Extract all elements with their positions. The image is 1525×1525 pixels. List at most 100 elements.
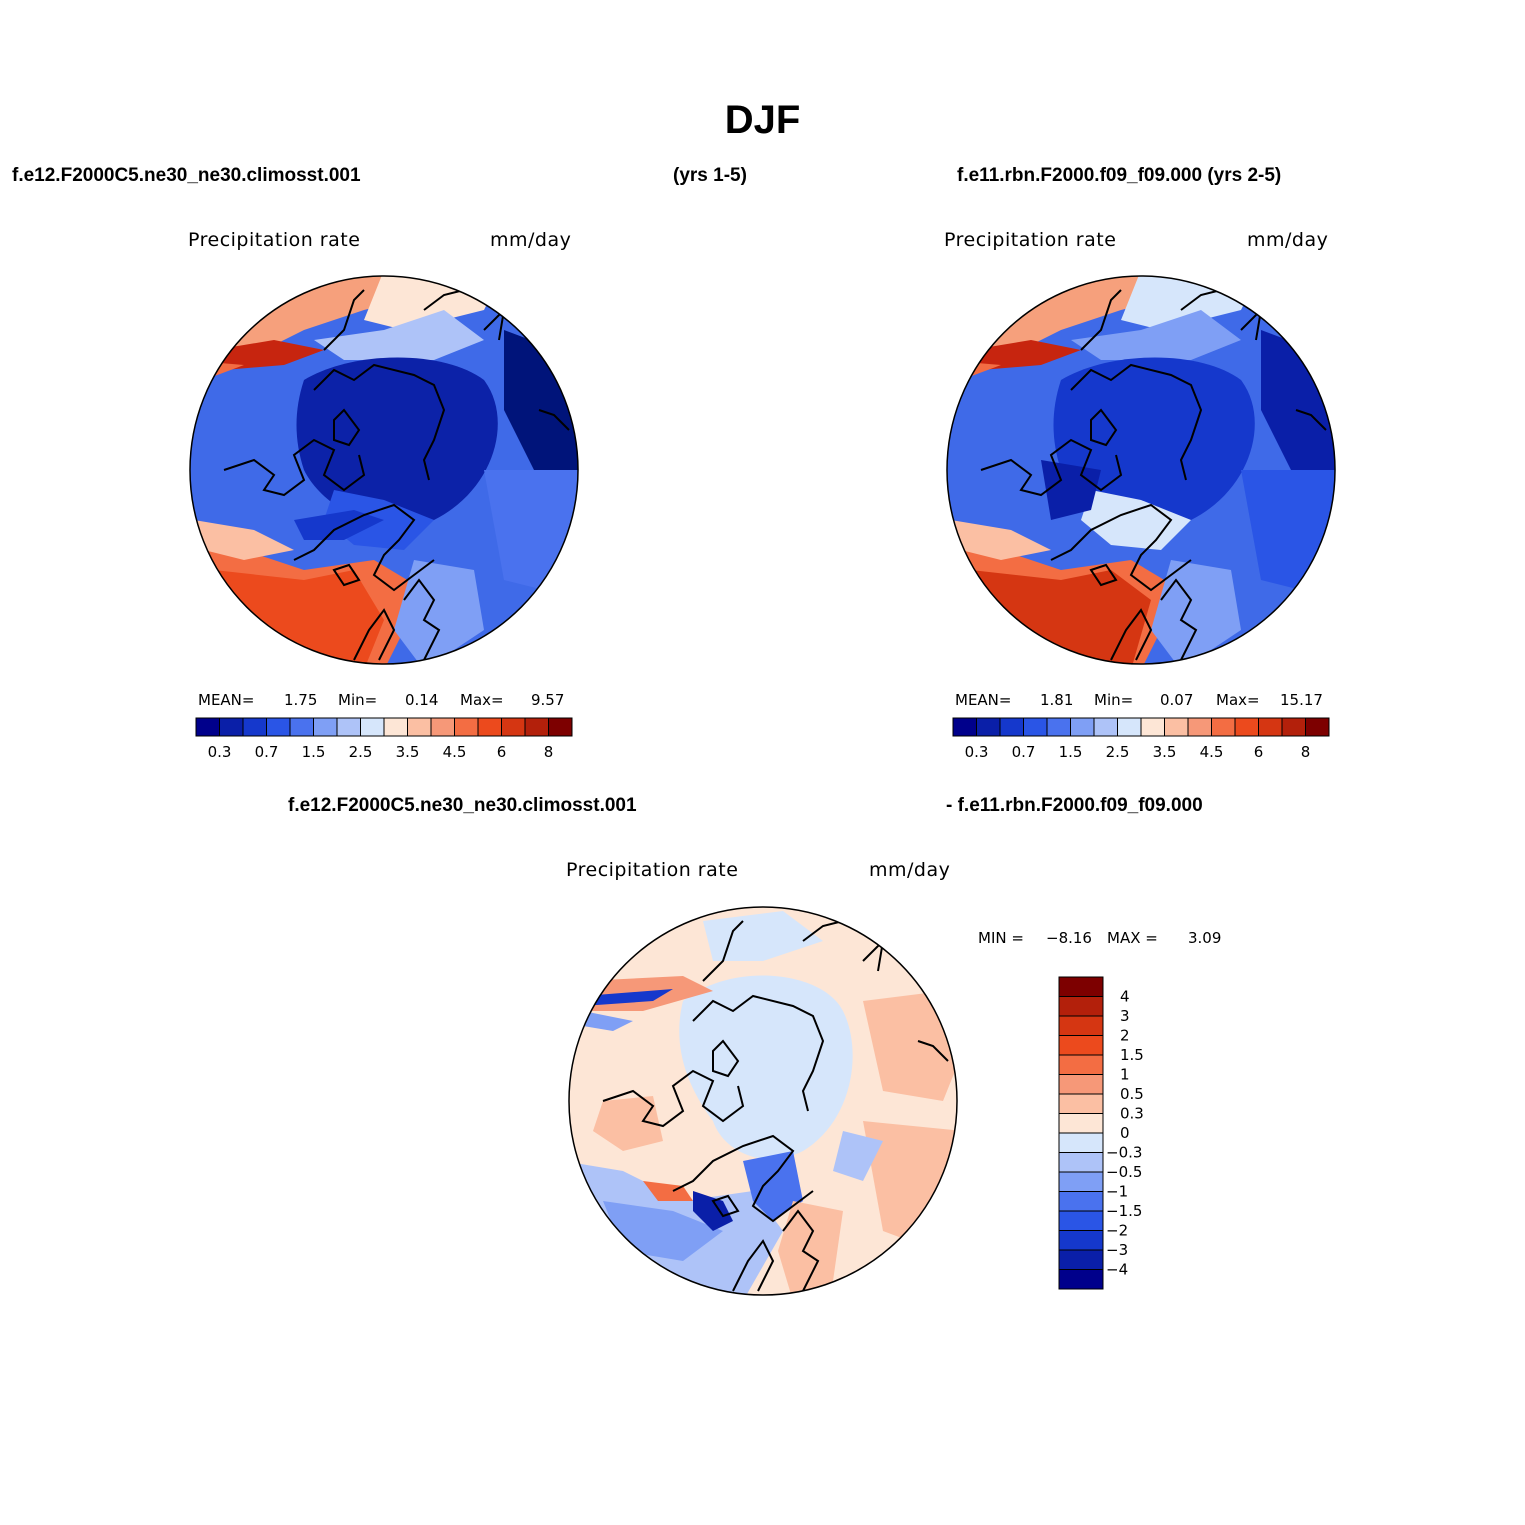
diff-colorbar-swatch: [1058, 1152, 1104, 1173]
diff-colorbar-swatch: [1058, 1191, 1104, 1212]
panel1-colorbar-swatch: [501, 717, 526, 737]
panel1-colorbar-tick-label: 0.3: [208, 743, 232, 761]
case2-label: f.e11.rbn.F2000.f09_f09.000 (yrs 2-5): [957, 165, 1282, 186]
panel2-colorbar-swatch: [1093, 717, 1118, 737]
diff-colorbar-tick-label: 0.5: [1120, 1085, 1144, 1103]
panel2-colorbar-tick-label: 6: [1254, 743, 1264, 761]
diff-colorbar-swatch: [1058, 1132, 1104, 1153]
diff-colorbar-tick-label: 2: [1120, 1027, 1130, 1045]
panel1-colorbar-swatch: [219, 717, 244, 737]
panel2-colorbar-swatch: [1046, 717, 1071, 737]
panel1-colorbar-swatch: [336, 717, 361, 737]
diff-polar-map: [568, 906, 958, 1296]
diff-max-label: MAX =: [1107, 929, 1158, 947]
panel2-max-label: Max=: [1216, 691, 1260, 709]
panel1-colorbar-tick-label: 3.5: [396, 743, 420, 761]
diff-colorbar-tick-label: −1: [1106, 1183, 1128, 1201]
panel1-colorbar-swatch: [430, 717, 455, 737]
panel2-colorbar-swatch: [1023, 717, 1048, 737]
panel2-colorbar-tick-label: 0.3: [965, 743, 989, 761]
panel1-colorbar-swatch: [313, 717, 338, 737]
diff-colorbar-swatch: [1058, 1015, 1104, 1036]
panel1-colorbar-swatch: [524, 717, 549, 737]
panel2-polar-map: [946, 275, 1336, 665]
panel1-colorbar-swatch: [548, 717, 573, 737]
panel1-min-label: Min=: [338, 691, 378, 709]
panel2-colorbar-swatch: [1258, 717, 1283, 737]
case1-label: f.e12.F2000C5.ne30_ne30.climosst.001: [12, 165, 361, 186]
panel1-colorbar-swatch: [289, 717, 314, 737]
panel2-colorbar-tick-label: 0.7: [1012, 743, 1036, 761]
diff-colorbar-tick-label: −1.5: [1106, 1202, 1142, 1220]
panel1-mean-label: MEAN=: [198, 691, 255, 709]
panel1-units: mm/day: [490, 229, 572, 251]
panel1-colorbar-swatch: [195, 717, 220, 737]
panel2-colorbar-swatch: [1070, 717, 1095, 737]
panel1-colorbar-tick-label: 4.5: [443, 743, 467, 761]
diff-colorbar-swatch: [1058, 1113, 1104, 1134]
diff-colorbar-tick-label: −0.5: [1106, 1163, 1142, 1181]
panel2-min-label: Min=: [1094, 691, 1134, 709]
diff-colorbar-swatch: [1058, 1249, 1104, 1270]
panel2-colorbar-swatch: [1117, 717, 1142, 737]
panel2-colorbar-swatch: [999, 717, 1024, 737]
panel2-colorbar-swatch: [1281, 717, 1306, 737]
diff-colorbar-swatch: [1058, 1093, 1104, 1114]
panel1-colorbar-tick-label: 6: [497, 743, 507, 761]
panel2-colorbar-swatch: [1164, 717, 1189, 737]
diff-colorbar-tick-label: 0: [1120, 1124, 1130, 1142]
panel1-colorbar-tick-label: 8: [544, 743, 554, 761]
diff-colorbar-swatch: [1058, 1230, 1104, 1251]
panel1-min: 0.14: [405, 691, 439, 709]
diff-colorbar-swatch: [1058, 976, 1104, 997]
diff-variable: Precipitation rate: [566, 859, 739, 881]
panel2-colorbar-tick-label: 2.5: [1106, 743, 1130, 761]
diff-colorbar-tick-label: −2: [1106, 1222, 1128, 1240]
diff-colorbar: 43 21.5 10.5 0.30 −0.3−0.5 −1−1.5 −2−3 −4: [1058, 976, 1144, 1290]
panel2-mean: 1.81: [1040, 691, 1074, 709]
panel1-colorbar-swatch: [266, 717, 291, 737]
panel2-units: mm/day: [1247, 229, 1329, 251]
panel1-mean: 1.75: [284, 691, 318, 709]
panel2-colorbar-swatch: [1140, 717, 1165, 737]
panel2-max: 15.17: [1280, 691, 1323, 709]
panel1-colorbar-swatch: [383, 717, 408, 737]
diff-case1-label: f.e12.F2000C5.ne30_ne30.climosst.001: [288, 795, 637, 816]
diff-max: 3.09: [1188, 929, 1222, 947]
panel2-colorbar-tick-label: 3.5: [1153, 743, 1177, 761]
diff-colorbar-tick-label: −4: [1106, 1261, 1128, 1279]
panel2-colorbar-tick-label: 4.5: [1200, 743, 1224, 761]
panel2-colorbar-swatch: [1211, 717, 1236, 737]
panel2-colorbar-swatch: [952, 717, 977, 737]
panel2-colorbar-swatch: [976, 717, 1001, 737]
diff-colorbar-swatch: [1058, 996, 1104, 1017]
panel2-colorbar: 0.3 0.7 1.5 2.5 3.5 4.5 6 8: [952, 717, 1330, 761]
panel1-colorbar: 0.3 0.7 1.5 2.5 3.5 4.5 6 8: [195, 717, 573, 761]
panel2-variable: Precipitation rate: [944, 229, 1117, 251]
diff-colorbar-tick-label: −3: [1106, 1241, 1128, 1259]
diff-colorbar-tick-label: −0.3: [1106, 1144, 1142, 1162]
diff-colorbar-swatch: [1058, 1171, 1104, 1192]
panel1-colorbar-tick-label: 2.5: [349, 743, 373, 761]
panel1-max-label: Max=: [460, 691, 504, 709]
panel1-colorbar-tick-label: 0.7: [255, 743, 279, 761]
diff-colorbar-swatch: [1058, 1210, 1104, 1231]
panel1-colorbar-swatch: [477, 717, 502, 737]
panel1-colorbar-swatch: [242, 717, 267, 737]
panel2-colorbar-swatch: [1305, 717, 1330, 737]
panel1-polar-map: [189, 275, 579, 665]
panel2-min: 0.07: [1160, 691, 1194, 709]
panel2-colorbar-tick-label: 8: [1301, 743, 1311, 761]
diff-colorbar-tick-label: 0.3: [1120, 1105, 1144, 1123]
diff-units: mm/day: [869, 859, 951, 881]
diff-colorbar-tick-label: 3: [1120, 1007, 1130, 1025]
panel1-colorbar-swatch: [454, 717, 479, 737]
figure-title: DJF: [724, 98, 801, 142]
case1-years: (yrs 1-5): [673, 165, 747, 186]
diff-colorbar-swatch: [1058, 1035, 1104, 1056]
diff-colorbar-swatch: [1058, 1074, 1104, 1095]
panel1-colorbar-swatch: [407, 717, 432, 737]
diff-colorbar-swatch: [1058, 1269, 1104, 1290]
diff-colorbar-tick-label: 1.5: [1120, 1046, 1144, 1064]
panel1-max: 9.57: [531, 691, 565, 709]
